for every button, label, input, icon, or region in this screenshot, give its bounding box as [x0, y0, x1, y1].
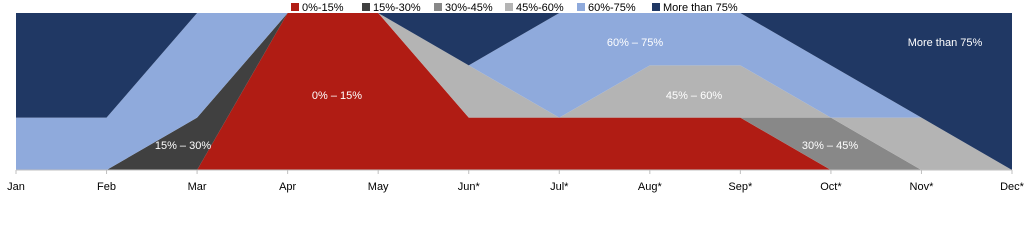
legend-label: 0%-15%	[302, 2, 344, 14]
x-tick-label: Jul*	[550, 181, 569, 193]
legend-swatch	[434, 3, 442, 11]
legend-label: 30%-45%	[445, 2, 493, 14]
legend-label: 15%-30%	[373, 2, 421, 14]
legend-swatch	[505, 3, 513, 11]
x-tick-label: Nov*	[910, 181, 935, 193]
legend-label: 60%-75%	[588, 2, 636, 14]
area	[16, 13, 1012, 170]
legend-swatch	[362, 3, 370, 11]
x-tick-label: Oct*	[820, 181, 842, 193]
x-tick-label: Sep*	[728, 181, 753, 193]
area-label: 60% – 75%	[607, 37, 663, 49]
area-label: 0% – 15%	[312, 90, 362, 102]
area-label: More than 75%	[908, 37, 983, 49]
legend-swatch	[652, 3, 660, 11]
x-tick-label: Dec*	[1000, 181, 1025, 193]
x-tick-label: Apr	[279, 181, 296, 193]
area-label: 30% – 45%	[802, 140, 858, 152]
legend-label: More than 75%	[663, 2, 738, 14]
area	[16, 13, 1012, 170]
x-tick-label: Feb	[97, 181, 116, 193]
area-label: 15% – 30%	[155, 140, 211, 152]
x-tick-label: Jun*	[458, 181, 481, 193]
area	[16, 13, 1012, 170]
x-tick-label: Mar	[188, 181, 207, 193]
area	[16, 13, 1012, 170]
legend-swatch	[577, 3, 585, 11]
legend-label: 45%-60%	[516, 2, 564, 14]
legend-swatch	[291, 3, 299, 11]
chart: Jan Feb Mar Apr May Jun* Jul* Aug* Sep* Oct* Nov* D…	[7, 2, 1025, 193]
x-tick-label: May	[368, 181, 389, 193]
x-tick-label: Jan	[7, 181, 25, 193]
area-label: 45% – 60%	[666, 90, 722, 102]
x-tick-label: Aug*	[638, 181, 663, 193]
